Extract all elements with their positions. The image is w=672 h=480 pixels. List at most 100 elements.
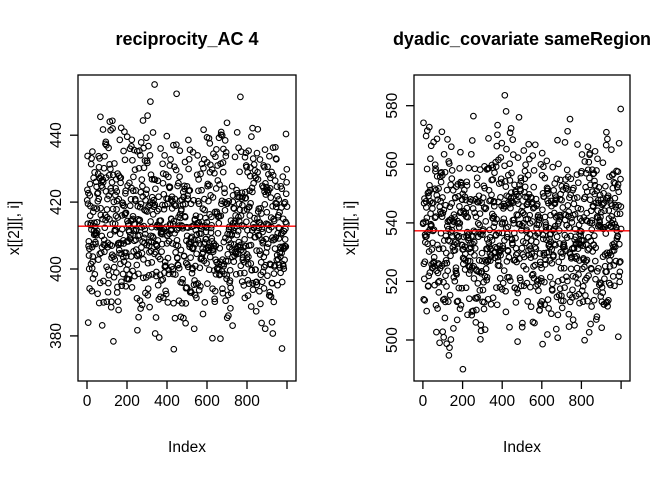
data-point — [106, 215, 113, 223]
data-point — [592, 316, 600, 323]
data-point — [617, 203, 625, 210]
data-point — [574, 204, 582, 212]
data-point — [536, 250, 544, 257]
data-point — [110, 338, 117, 345]
data-point — [262, 180, 269, 187]
data-point — [144, 112, 151, 119]
data-point — [167, 156, 174, 163]
data-point — [266, 288, 274, 296]
data-point — [270, 217, 278, 225]
data-point — [135, 251, 143, 258]
data-point — [113, 289, 121, 296]
data-point — [258, 236, 266, 244]
data-point — [145, 239, 153, 246]
data-point — [263, 208, 271, 216]
data-point — [448, 175, 456, 182]
data-point — [243, 218, 250, 226]
data-point — [616, 278, 624, 286]
data-point — [579, 298, 587, 306]
data-point — [615, 188, 623, 196]
data-point — [529, 270, 537, 278]
data-point — [143, 186, 150, 194]
data-point — [89, 258, 96, 265]
data-point — [192, 212, 200, 220]
data-point — [197, 282, 204, 290]
data-point — [551, 200, 559, 208]
data-point — [101, 224, 109, 232]
data-point — [576, 299, 583, 307]
data-point — [585, 272, 592, 279]
data-point — [228, 182, 236, 190]
data-point — [480, 305, 488, 313]
data-point — [434, 241, 441, 249]
data-point — [246, 172, 254, 180]
data-point — [283, 178, 290, 186]
data-point — [193, 294, 200, 302]
data-point — [116, 136, 124, 144]
data-point — [170, 217, 178, 225]
data-point — [463, 204, 471, 212]
data-point — [225, 197, 233, 205]
data-point — [140, 164, 148, 172]
data-point — [523, 279, 531, 287]
data-point — [137, 151, 144, 159]
data-point — [444, 136, 451, 143]
data-point — [571, 236, 579, 244]
data-point — [574, 280, 582, 287]
data-point — [483, 276, 491, 284]
data-point — [555, 258, 563, 266]
data-point — [453, 271, 460, 278]
data-point — [517, 174, 525, 182]
data-point — [549, 163, 557, 171]
data-point — [498, 286, 506, 293]
data-point — [491, 219, 499, 227]
data-point — [506, 323, 513, 331]
data-point — [122, 209, 130, 217]
data-point — [617, 225, 625, 233]
data-point — [565, 310, 573, 318]
data-point — [264, 240, 272, 248]
data-point — [499, 279, 507, 287]
data-point — [144, 285, 152, 293]
data-point — [238, 189, 246, 197]
data-point — [587, 181, 594, 189]
data-point — [474, 280, 482, 287]
data-point — [427, 155, 434, 163]
data-point — [86, 192, 94, 199]
data-point — [586, 196, 594, 204]
data-point — [563, 234, 571, 241]
data-point — [114, 298, 122, 305]
data-point — [137, 200, 145, 208]
data-point — [591, 147, 599, 155]
data-point — [521, 175, 529, 183]
data-point — [504, 223, 512, 231]
data-point — [482, 265, 490, 273]
data-point — [423, 214, 431, 222]
data-point — [489, 176, 497, 183]
data-point — [201, 206, 208, 214]
data-point — [132, 197, 139, 204]
data-point — [99, 178, 107, 186]
data-point — [615, 240, 623, 248]
data-point — [423, 307, 431, 315]
data-point — [103, 206, 111, 213]
data-point — [267, 293, 275, 300]
data-point — [616, 259, 623, 266]
data-point — [481, 326, 489, 333]
data-point — [563, 166, 571, 174]
data-point — [456, 305, 464, 313]
data-point — [602, 230, 610, 237]
data-point — [457, 301, 465, 309]
data-point — [518, 323, 526, 331]
x-tick-label: 600 — [194, 393, 220, 410]
data-point — [108, 179, 116, 186]
data-point — [187, 234, 195, 242]
data-point — [445, 352, 453, 359]
data-point — [616, 268, 624, 276]
data-point — [176, 147, 184, 155]
data-point — [531, 252, 539, 260]
data-point — [165, 173, 172, 181]
data-point — [429, 199, 437, 207]
data-point — [106, 231, 114, 239]
data-point — [125, 275, 133, 283]
